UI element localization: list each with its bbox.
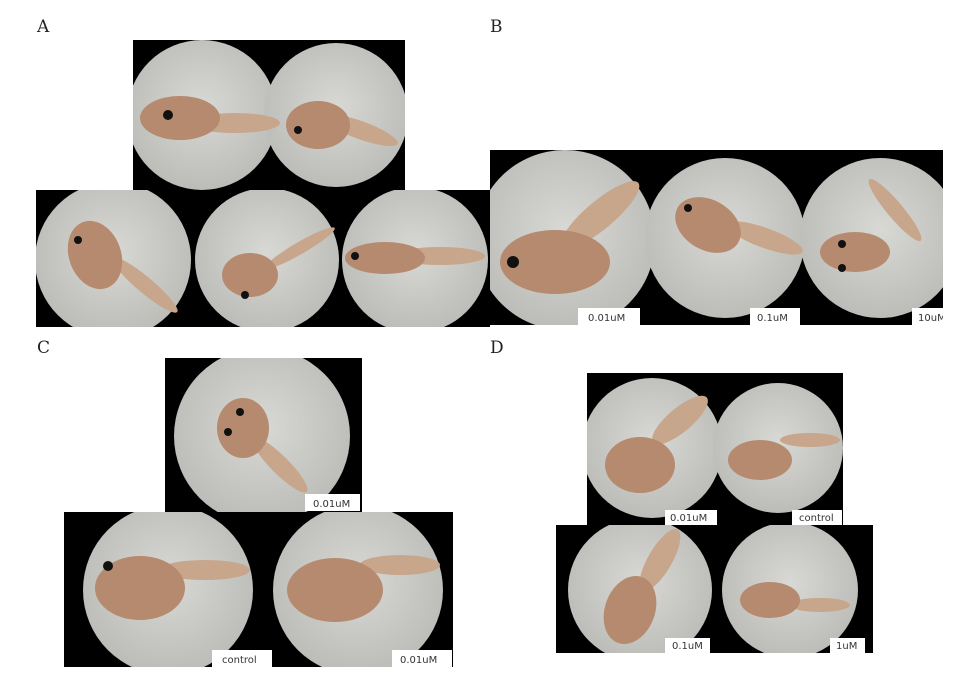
panel-label: D <box>490 338 504 358</box>
concentration-tag: 1uM <box>836 641 857 652</box>
concentration-tag: control <box>222 655 257 666</box>
concentration-tag: 0.01uM <box>400 655 437 666</box>
photo <box>36 190 490 327</box>
photo <box>133 40 405 190</box>
concentration-tag: control <box>799 513 834 524</box>
photo: 0.01uM 0.1uM 10uM <box>490 150 946 325</box>
concentration-tag: 0.1uM <box>672 641 703 652</box>
concentration-tag: 0.01uM <box>670 513 707 524</box>
concentration-tag: 0.01uM <box>588 313 625 324</box>
concentration-tag: 0.1uM <box>757 313 788 324</box>
concentration-tag: 10uM <box>918 313 946 324</box>
panel-label: A <box>36 17 50 37</box>
concentration-tag: 0.01uM <box>313 499 350 510</box>
photo: 0.01uM <box>165 358 362 512</box>
panel-label: B <box>490 17 503 37</box>
photo: control 0.01uM <box>64 512 453 667</box>
photo: 0.1uM 1uM <box>556 525 873 653</box>
panel-label: C <box>37 338 50 358</box>
photo: 0.01uM control <box>587 373 843 525</box>
